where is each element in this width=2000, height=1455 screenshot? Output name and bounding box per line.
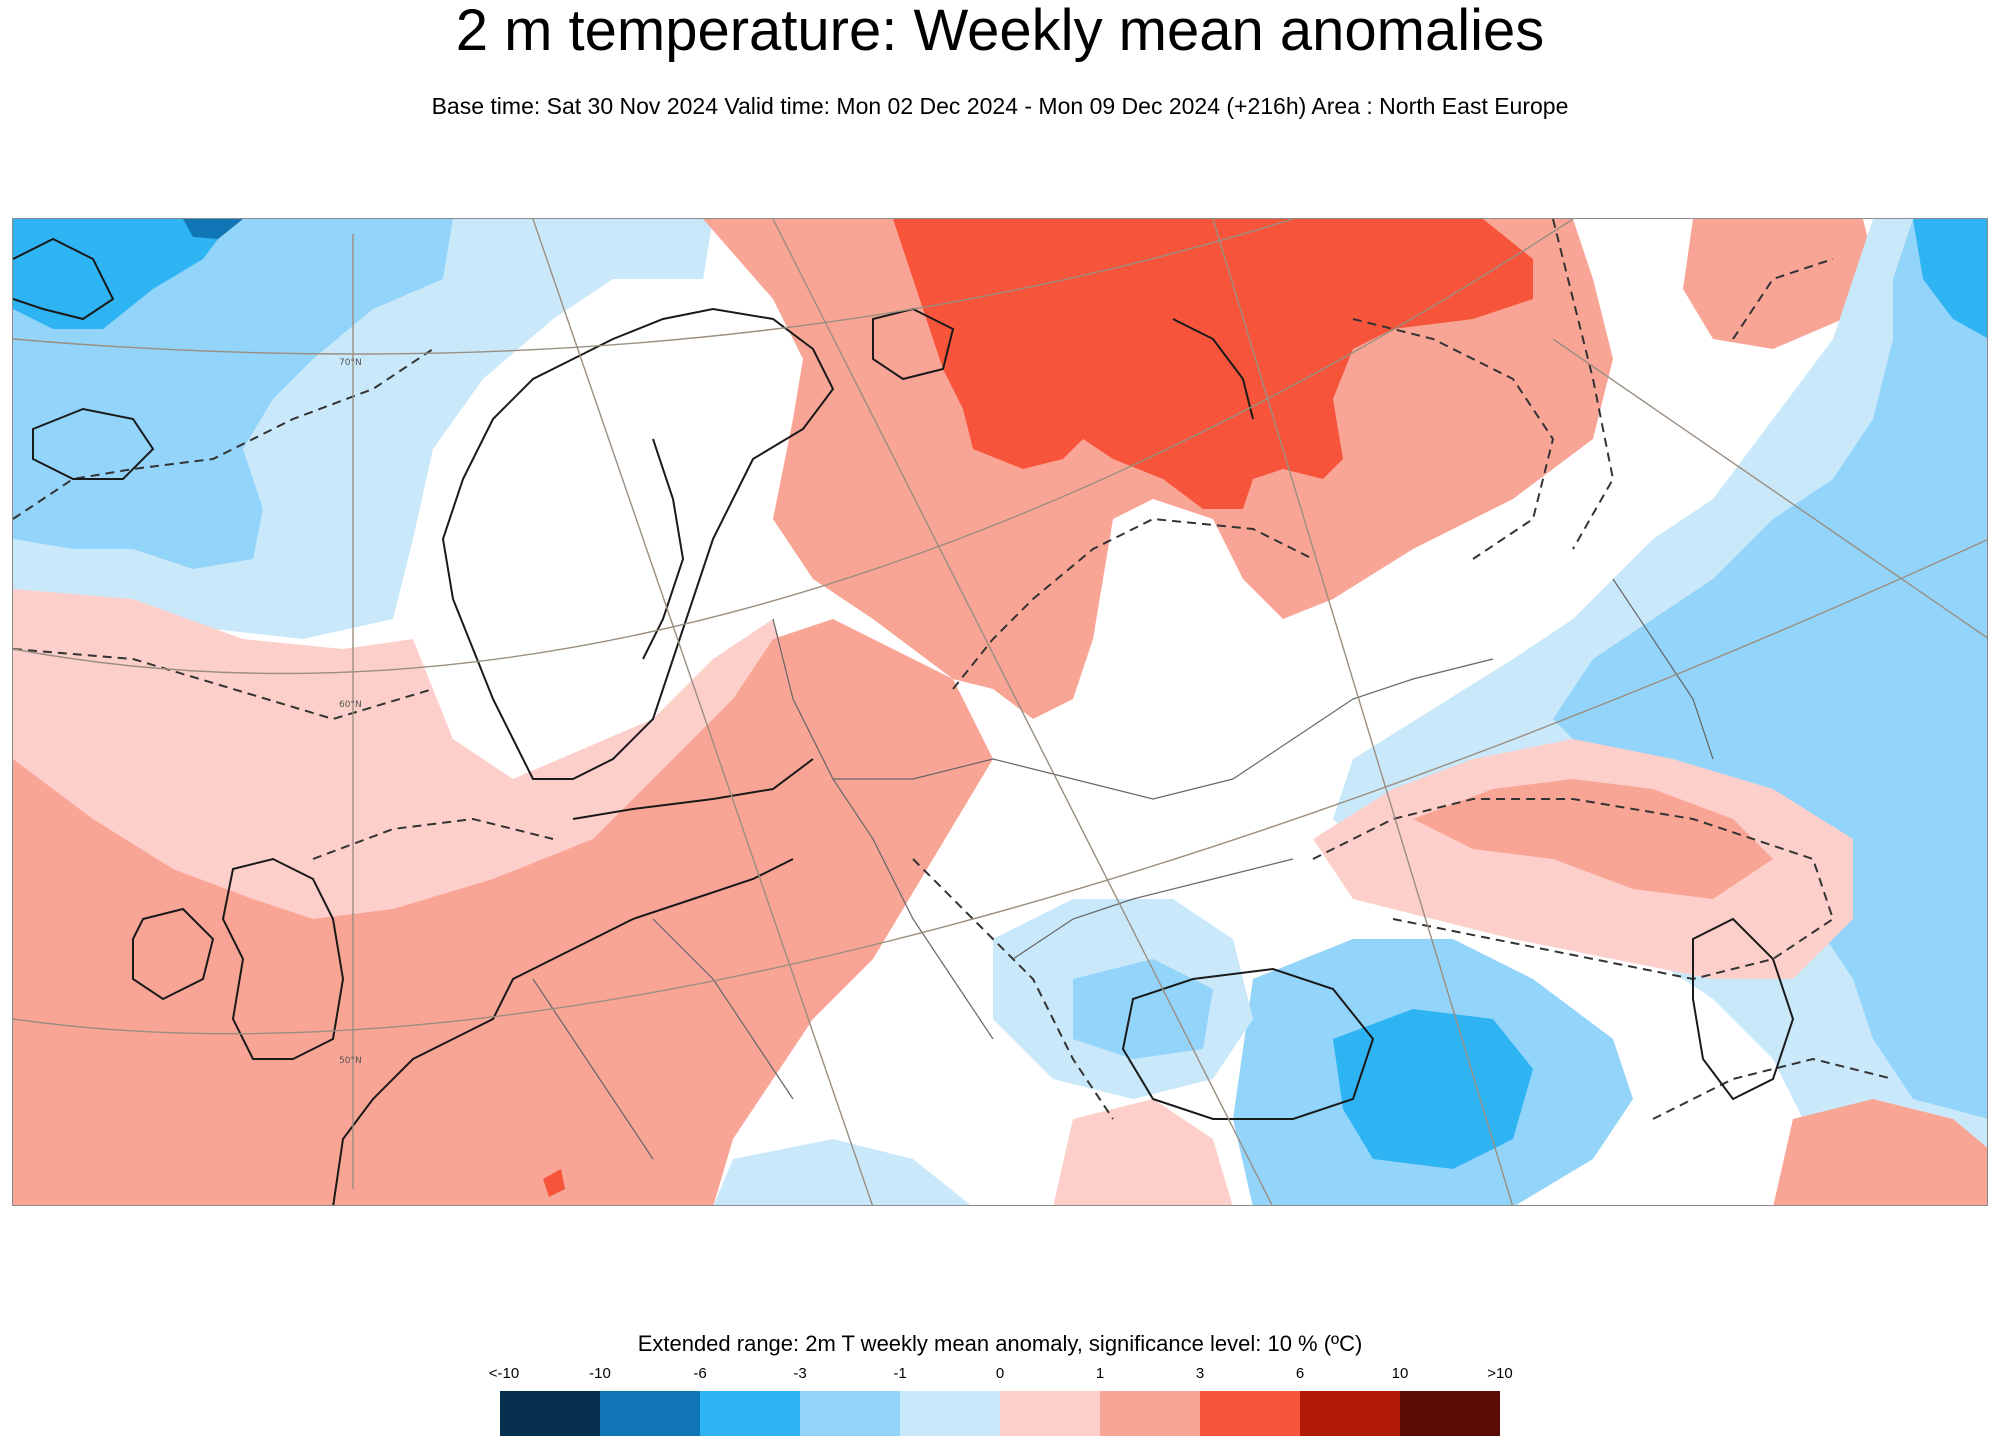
legend-swatch [1400, 1391, 1500, 1436]
legend-tick: 3 [1195, 1365, 1205, 1382]
legend-tick: <-10 [488, 1365, 520, 1382]
graticule-labels: 70°N 60°N 50°N [339, 358, 362, 1066]
legend-swatch [1100, 1391, 1200, 1436]
legend-swatch [600, 1391, 700, 1436]
legend-swatch [500, 1391, 600, 1436]
legend-colorbar [500, 1391, 1500, 1436]
legend-tick: 0 [995, 1365, 1005, 1382]
graticule-label-60n: 60°N [339, 700, 362, 710]
map-title: 2 m temperature: Weekly mean anomalies [455, 0, 1545, 63]
anomaly-map-svg: 70°N 60°N 50°N [13, 219, 1987, 1205]
coastlines [13, 237, 1795, 1205]
anomaly-region-east-coldest [1913, 219, 1987, 338]
anomaly-region-south-cool [713, 1139, 971, 1205]
anomaly-map: 70°N 60°N 50°N [12, 218, 1988, 1206]
legend-tick: 1 [1095, 1365, 1105, 1382]
anomaly-region-greenland-coldest [183, 219, 243, 239]
anomaly-region-ural-warm [1683, 219, 1873, 349]
anomaly-region-caspian-warm [1773, 1099, 1987, 1205]
graticule-label-50n: 50°N [339, 1056, 362, 1066]
legend-tick: >10 [1487, 1365, 1513, 1382]
anomaly-region-scandinavia [433, 289, 833, 779]
anomaly-region-east-colder [1553, 219, 1987, 1119]
legend-tick: 6 [1295, 1365, 1305, 1382]
significance-contours [13, 219, 1894, 1120]
graticule-label-70n: 70°N [339, 358, 362, 368]
anomaly-region-alps-hot [543, 1169, 565, 1197]
legend-tick-labels: <-10 -10 -6 -3 -1 0 1 3 6 10 >10 [0, 1365, 2000, 1387]
anomaly-region-russia-hot [893, 219, 1533, 509]
legend-swatch [700, 1391, 800, 1436]
legend-swatch [1000, 1391, 1100, 1436]
legend-swatch [800, 1391, 900, 1436]
legend-tick: -10 [589, 1365, 611, 1382]
legend-tick: -6 [693, 1365, 707, 1382]
legend-tick: 10 [1391, 1365, 1409, 1382]
anomaly-region-south-warm [1053, 1099, 1233, 1205]
legend-swatch [1200, 1391, 1300, 1436]
legend-swatch [900, 1391, 1000, 1436]
legend-swatch [1300, 1391, 1400, 1436]
legend-title: Extended range: 2m T weekly mean anomaly… [637, 1331, 1363, 1356]
legend-tick: -3 [793, 1365, 807, 1382]
anomaly-region-southeast-colder [1333, 1009, 1533, 1169]
anomaly-region-steppe-warmer [1413, 779, 1773, 899]
map-subtitle: Base time: Sat 30 Nov 2024 Valid time: M… [431, 93, 1569, 119]
legend-tick: -1 [893, 1365, 907, 1382]
graticule [13, 219, 1987, 1205]
